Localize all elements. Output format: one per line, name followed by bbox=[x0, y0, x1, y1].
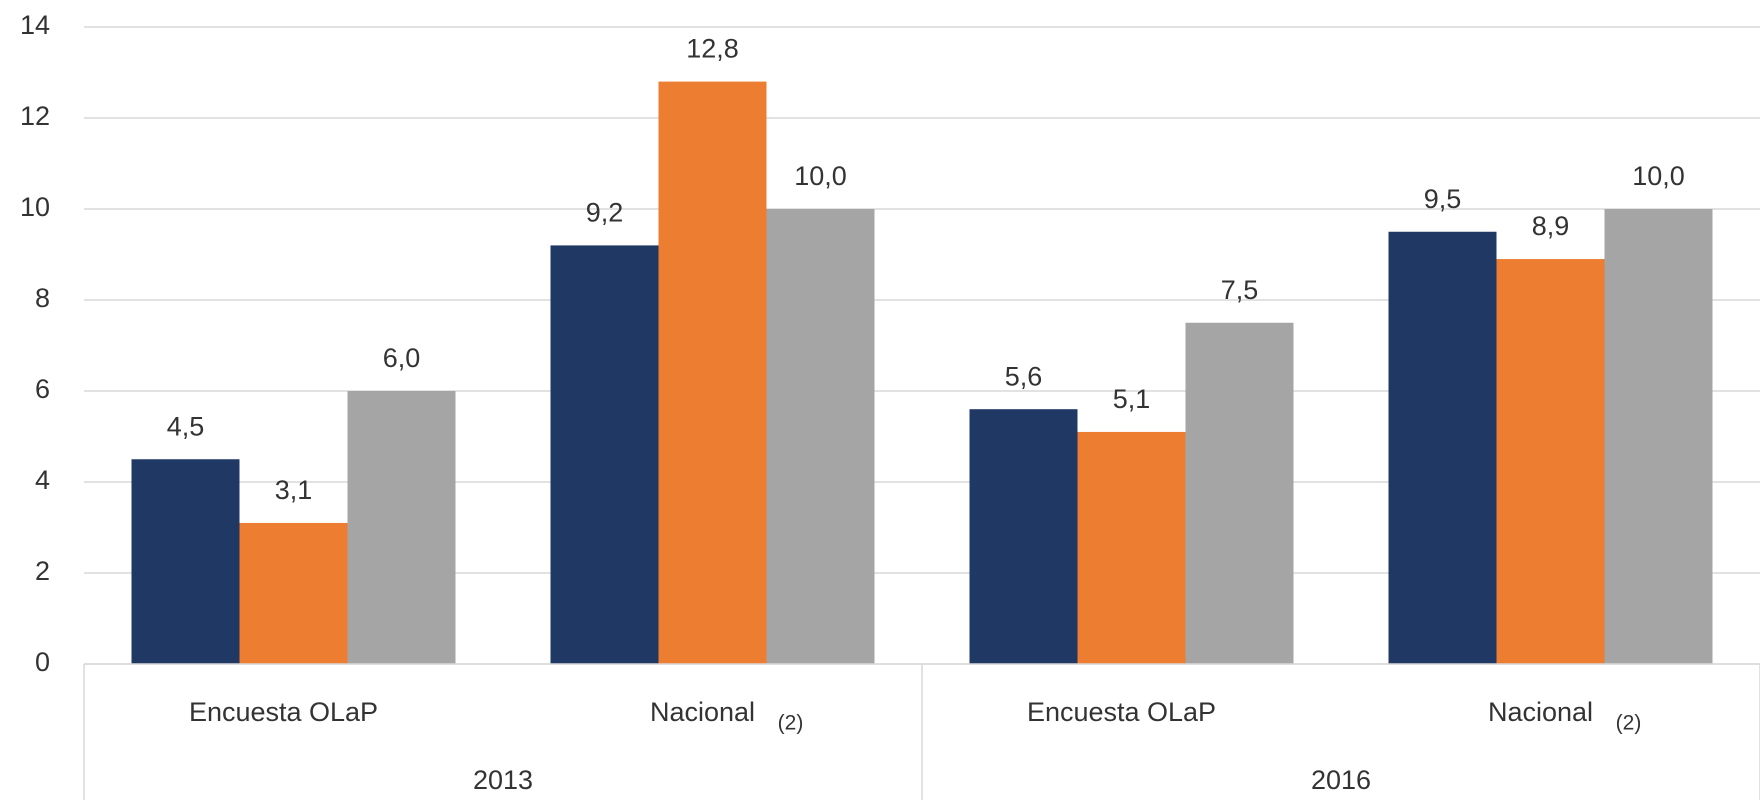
x-tick-label: Nacional bbox=[650, 697, 755, 727]
data-label: 5,6 bbox=[1005, 361, 1043, 391]
bar bbox=[131, 459, 240, 664]
x-tick-note: (2) bbox=[1616, 712, 1642, 735]
group-label: 2016 bbox=[1311, 765, 1371, 795]
data-label: 4,5 bbox=[167, 411, 205, 441]
bar bbox=[1077, 431, 1186, 664]
bar bbox=[658, 81, 767, 665]
y-tick-label: 10 bbox=[20, 192, 50, 222]
data-label: 9,2 bbox=[586, 198, 624, 228]
bar bbox=[766, 209, 875, 664]
data-label: 9,5 bbox=[1424, 184, 1462, 214]
bar bbox=[1496, 259, 1605, 664]
data-label: 10,0 bbox=[1632, 161, 1685, 191]
y-tick-label: 4 bbox=[35, 465, 50, 495]
data-label: 8,9 bbox=[1532, 211, 1570, 241]
bar bbox=[1388, 231, 1497, 664]
data-label: 6,0 bbox=[383, 343, 421, 373]
group-label: 2013 bbox=[473, 765, 533, 795]
x-tick-label: Encuesta OLaP bbox=[189, 697, 378, 727]
y-tick-label: 6 bbox=[35, 374, 50, 404]
y-tick-label: 8 bbox=[35, 283, 50, 313]
y-tick-label: 2 bbox=[35, 556, 50, 586]
y-tick-label: 0 bbox=[35, 647, 50, 677]
x-tick-label: Nacional bbox=[1488, 697, 1593, 727]
data-label: 5,1 bbox=[1113, 384, 1151, 414]
data-label: 10,0 bbox=[794, 161, 847, 191]
bar bbox=[969, 409, 1078, 664]
bar bbox=[550, 245, 659, 664]
data-label: 7,5 bbox=[1221, 275, 1259, 305]
bar bbox=[1604, 209, 1713, 664]
bar bbox=[239, 522, 348, 664]
data-label: 12,8 bbox=[686, 34, 739, 64]
x-tick-note: (2) bbox=[778, 712, 804, 735]
y-tick-label: 12 bbox=[20, 101, 50, 131]
bar bbox=[347, 391, 456, 664]
x-tick-label: Encuesta OLaP bbox=[1027, 697, 1216, 727]
data-label: 3,1 bbox=[275, 475, 313, 505]
bar bbox=[1185, 322, 1294, 664]
y-tick-label: 14 bbox=[20, 10, 50, 40]
